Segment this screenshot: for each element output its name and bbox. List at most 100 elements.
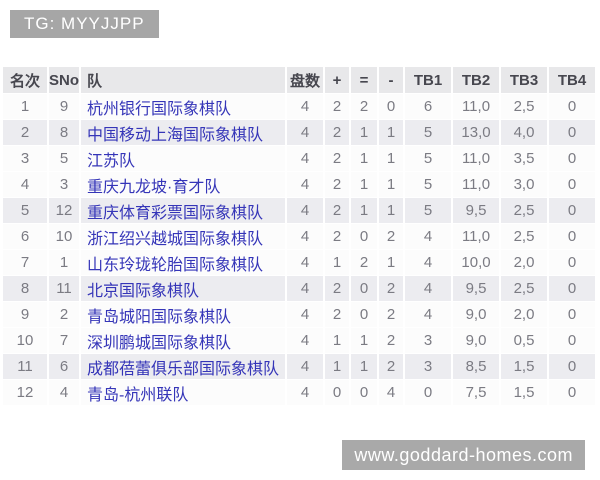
sno-cell: 9 xyxy=(49,94,79,119)
wins-cell: 2 xyxy=(325,146,349,171)
tb3-cell: 2,0 xyxy=(501,250,547,275)
tb1-cell: 0 xyxy=(405,380,451,405)
tb3-cell: 3,5 xyxy=(501,146,547,171)
tb4-cell: 0 xyxy=(549,276,595,301)
games-cell: 4 xyxy=(287,94,323,119)
losses-cell: 2 xyxy=(379,328,403,353)
draws-cell: 1 xyxy=(351,146,377,171)
rank-cell: 9 xyxy=(3,302,47,327)
team-link[interactable]: 深圳鹏城国际象棋队 xyxy=(87,334,232,352)
tb2-cell: 11,0 xyxy=(453,94,499,119)
sno-cell: 7 xyxy=(49,328,79,353)
draws-cell: 1 xyxy=(351,120,377,145)
team-link[interactable]: 重庆体育彩票国际象棋队 xyxy=(87,204,264,222)
losses-cell: 2 xyxy=(379,302,403,327)
tb2-cell: 11,0 xyxy=(453,146,499,171)
losses-cell: 4 xyxy=(379,380,403,405)
losses-cell: 1 xyxy=(379,146,403,171)
table-row: 3 5 江苏队 4 2 1 1 5 11,0 3,5 0 xyxy=(3,146,595,171)
tb2-cell: 9,5 xyxy=(453,198,499,223)
draws-cell: 1 xyxy=(351,198,377,223)
team-link[interactable]: 青岛-杭州联队 xyxy=(87,386,189,404)
team-cell: 青岛-杭州联队 xyxy=(81,380,285,405)
rank-cell: 7 xyxy=(3,250,47,275)
wins-cell: 2 xyxy=(325,224,349,249)
tb4-cell: 0 xyxy=(549,380,595,405)
tb1-cell: 3 xyxy=(405,328,451,353)
team-cell: 山东玲珑轮胎国际象棋队 xyxy=(81,250,285,275)
team-cell: 成都蓓蕾俱乐部国际象棋队 xyxy=(81,354,285,379)
tb3-cell: 1,5 xyxy=(501,354,547,379)
games-cell: 4 xyxy=(287,146,323,171)
table-row: 5 12 重庆体育彩票国际象棋队 4 2 1 1 5 9,5 2,5 0 xyxy=(3,198,595,223)
games-cell: 4 xyxy=(287,120,323,145)
table-row: 8 11 北京国际象棋队 4 2 0 2 4 9,5 2,5 0 xyxy=(3,276,595,301)
column-header-rank: 名次 xyxy=(3,67,47,93)
tb2-cell: 11,0 xyxy=(453,172,499,197)
team-link[interactable]: 重庆九龙坡·育才队 xyxy=(87,178,221,196)
tb2-cell: 9,0 xyxy=(453,302,499,327)
table-row: 1 9 杭州银行国际象棋队 4 2 2 0 6 11,0 2,5 0 xyxy=(3,94,595,119)
tb1-cell: 6 xyxy=(405,94,451,119)
team-link[interactable]: 江苏队 xyxy=(87,152,136,170)
draws-cell: 1 xyxy=(351,328,377,353)
column-header-tb2: TB2 xyxy=(453,67,499,93)
tb1-cell: 4 xyxy=(405,276,451,301)
table-row: 10 7 深圳鹏城国际象棋队 4 1 1 2 3 9,0 0,5 0 xyxy=(3,328,595,353)
games-cell: 4 xyxy=(287,172,323,197)
tb2-cell: 13,0 xyxy=(453,120,499,145)
team-cell: 重庆体育彩票国际象棋队 xyxy=(81,198,285,223)
tb4-cell: 0 xyxy=(549,354,595,379)
wins-cell: 2 xyxy=(325,302,349,327)
column-header-tb1: TB1 xyxy=(405,67,451,93)
rank-cell: 5 xyxy=(3,198,47,223)
team-link[interactable]: 浙江绍兴越城国际象棋队 xyxy=(87,230,264,248)
rank-cell: 8 xyxy=(3,276,47,301)
tb1-cell: 5 xyxy=(405,146,451,171)
draws-cell: 2 xyxy=(351,250,377,275)
tb2-cell: 7,5 xyxy=(453,380,499,405)
team-cell: 杭州银行国际象棋队 xyxy=(81,94,285,119)
wins-cell: 2 xyxy=(325,198,349,223)
tb3-cell: 0,5 xyxy=(501,328,547,353)
team-link[interactable]: 北京国际象棋队 xyxy=(87,282,200,300)
sno-cell: 10 xyxy=(49,224,79,249)
rank-cell: 4 xyxy=(3,172,47,197)
sno-cell: 11 xyxy=(49,276,79,301)
wins-cell: 2 xyxy=(325,120,349,145)
table-row: 9 2 青岛城阳国际象棋队 4 2 0 2 4 9,0 2,0 0 xyxy=(3,302,595,327)
team-cell: 青岛城阳国际象棋队 xyxy=(81,302,285,327)
tb2-cell: 10,0 xyxy=(453,250,499,275)
column-header-losses: - xyxy=(379,67,403,93)
table-row: 6 10 浙江绍兴越城国际象棋队 4 2 0 2 4 11,0 2,5 0 xyxy=(3,224,595,249)
wins-cell: 1 xyxy=(325,354,349,379)
games-cell: 4 xyxy=(287,224,323,249)
team-link[interactable]: 杭州银行国际象棋队 xyxy=(87,100,232,118)
column-header-team: 队 xyxy=(81,67,285,93)
wins-cell: 2 xyxy=(325,94,349,119)
column-header-games: 盘数 xyxy=(287,67,323,93)
team-link[interactable]: 中国移动上海国际象棋队 xyxy=(87,126,264,144)
games-cell: 4 xyxy=(287,276,323,301)
table-row: 7 1 山东玲珑轮胎国际象棋队 4 1 2 1 4 10,0 2,0 0 xyxy=(3,250,595,275)
tb2-cell: 9,0 xyxy=(453,328,499,353)
draws-cell: 0 xyxy=(351,380,377,405)
team-cell: 中国移动上海国际象棋队 xyxy=(81,120,285,145)
team-link[interactable]: 成都蓓蕾俱乐部国际象棋队 xyxy=(87,360,280,378)
team-link[interactable]: 山东玲珑轮胎国际象棋队 xyxy=(87,256,264,274)
tb3-cell: 2,5 xyxy=(501,224,547,249)
games-cell: 4 xyxy=(287,302,323,327)
team-cell: 深圳鹏城国际象棋队 xyxy=(81,328,285,353)
team-link[interactable]: 青岛城阳国际象棋队 xyxy=(87,308,232,326)
tb4-cell: 0 xyxy=(549,224,595,249)
rank-cell: 1 xyxy=(3,94,47,119)
tb1-cell: 5 xyxy=(405,120,451,145)
wins-cell: 2 xyxy=(325,276,349,301)
sno-cell: 3 xyxy=(49,172,79,197)
losses-cell: 1 xyxy=(379,198,403,223)
tb2-cell: 8,5 xyxy=(453,354,499,379)
header-row: 名次 SNo 队盘数 + = - TB1 TB2 TB3 TB4 xyxy=(3,67,595,93)
losses-cell: 1 xyxy=(379,120,403,145)
losses-cell: 1 xyxy=(379,172,403,197)
